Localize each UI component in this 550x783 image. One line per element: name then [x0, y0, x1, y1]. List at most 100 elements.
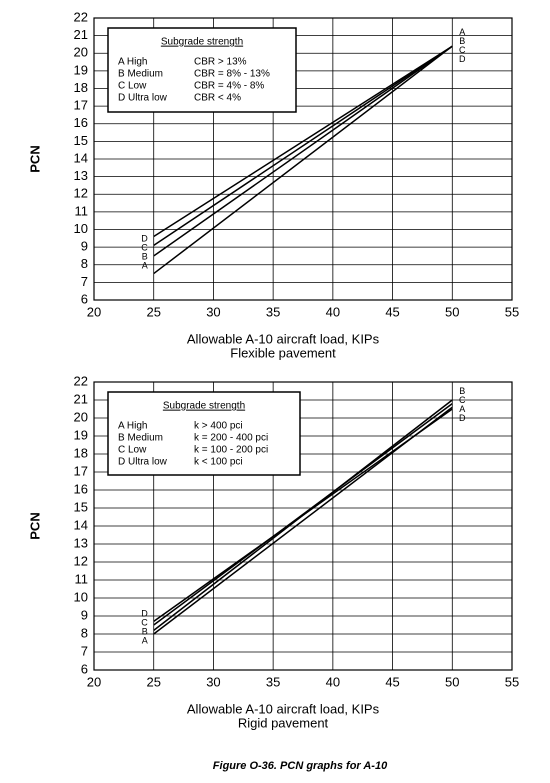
data-line — [153, 45, 453, 275]
legend-entry: B Medium — [118, 69, 163, 80]
line-end-label: D — [141, 609, 148, 619]
y-tick-label: 15 — [74, 133, 88, 148]
line-end-label: C — [141, 618, 148, 628]
legend-criterion: CBR = 8% - 13% — [194, 69, 270, 80]
legend-box — [107, 27, 297, 113]
line-end-label: A — [459, 27, 465, 37]
chart-subtitle: Rigid pavement — [238, 715, 329, 730]
x-tick-label: 20 — [87, 674, 101, 689]
y-tick-label: 18 — [74, 80, 88, 95]
x-tick-label: 25 — [146, 674, 160, 689]
legend-box — [107, 391, 301, 476]
legend-title: Subgrade strength — [163, 401, 245, 412]
data-line — [153, 45, 453, 246]
legend-entry: B Medium — [118, 433, 163, 444]
line-end-label: B — [459, 386, 465, 396]
legend-entry: C Low — [118, 445, 147, 456]
legend-criterion: k = 100 - 200 pci — [194, 445, 268, 456]
y-tick-label: 17 — [74, 98, 88, 113]
line-end-label: D — [459, 54, 466, 64]
y-tick-label: 15 — [74, 499, 88, 514]
line-end-label: B — [459, 36, 465, 46]
y-tick-label: 19 — [74, 62, 88, 77]
legend-entry: C Low — [118, 81, 147, 92]
x-tick-label: 40 — [326, 674, 340, 689]
y-tick-label: 11 — [75, 203, 89, 218]
legend-criterion: k = 200 - 400 pci — [194, 433, 268, 444]
legend-entry: D Ultra low — [118, 93, 168, 104]
y-axis-label: PCN — [27, 145, 42, 172]
y-tick-label: 22 — [74, 373, 88, 388]
line-end-label: C — [459, 395, 466, 405]
x-tick-label: 25 — [146, 304, 160, 319]
y-tick-label: 20 — [74, 409, 88, 424]
data-line — [153, 408, 453, 623]
legend-criterion: CBR > 13% — [194, 57, 247, 68]
x-tick-label: 30 — [206, 674, 220, 689]
y-tick-label: 12 — [74, 186, 88, 201]
y-tick-label: 7 — [81, 274, 88, 289]
x-tick-label: 55 — [505, 304, 519, 319]
chart-subtitle: Flexible pavement — [230, 345, 336, 360]
y-tick-label: 8 — [81, 256, 88, 271]
legend-criterion: k < 100 pci — [194, 457, 243, 468]
data-line — [153, 45, 453, 238]
line-end-label: A — [142, 636, 148, 646]
x-tick-label: 40 — [326, 304, 340, 319]
x-tick-label: 45 — [385, 304, 399, 319]
y-tick-label: 16 — [74, 115, 88, 130]
line-end-label: A — [142, 261, 148, 271]
y-tick-label: 22 — [74, 9, 88, 24]
legend-criterion: CBR < 4% — [194, 93, 241, 104]
y-tick-label: 10 — [74, 221, 88, 236]
y-tick-label: 19 — [74, 427, 88, 442]
y-tick-label: 12 — [74, 553, 88, 568]
y-tick-label: 21 — [74, 391, 88, 406]
plot-frame — [93, 17, 513, 301]
x-tick-label: 55 — [505, 674, 519, 689]
legend-entry: A High — [118, 57, 147, 68]
x-tick-label: 35 — [266, 674, 280, 689]
line-end-label: D — [141, 234, 148, 244]
y-tick-label: 10 — [74, 589, 88, 604]
y-tick-label: 9 — [81, 239, 88, 254]
x-tick-label: 50 — [445, 674, 459, 689]
line-end-label: B — [142, 627, 148, 637]
x-axis-label: Allowable A-10 aircraft load, KIPs — [187, 331, 380, 346]
y-tick-label: 7 — [81, 643, 88, 658]
y-tick-label: 13 — [74, 168, 88, 183]
line-end-label: C — [141, 243, 148, 253]
y-tick-label: 18 — [74, 445, 88, 460]
y-tick-label: 20 — [74, 45, 88, 60]
y-tick-label: 6 — [81, 661, 88, 676]
legend-entry: A High — [118, 421, 147, 432]
x-axis-label: Allowable A-10 aircraft load, KIPs — [187, 701, 380, 716]
x-tick-label: 35 — [266, 304, 280, 319]
y-tick-label: 9 — [81, 607, 88, 622]
x-tick-label: 45 — [385, 674, 399, 689]
legend-criterion: k > 400 pci — [194, 421, 243, 432]
line-end-label: B — [142, 252, 148, 262]
figure-caption: Figure O-36. PCN graphs for A-10 — [213, 760, 388, 772]
legend-title: Subgrade strength — [161, 37, 243, 48]
x-tick-label: 50 — [445, 304, 459, 319]
y-tick-label: 8 — [81, 625, 88, 640]
line-end-label: C — [459, 45, 466, 55]
legend-criterion: CBR = 4% - 8% — [194, 81, 264, 92]
line-end-label: A — [459, 404, 465, 414]
plot-frame — [93, 381, 513, 671]
y-tick-label: 16 — [74, 481, 88, 496]
x-tick-label: 20 — [87, 304, 101, 319]
y-tick-label: 6 — [81, 291, 88, 306]
data-line — [153, 45, 453, 257]
legend-entry: D Ultra low — [118, 457, 168, 468]
y-tick-label: 14 — [74, 150, 88, 165]
y-tick-label: 21 — [74, 27, 88, 42]
x-tick-label: 30 — [206, 304, 220, 319]
y-tick-label: 13 — [74, 535, 88, 550]
y-tick-label: 11 — [75, 571, 89, 586]
y-tick-label: 14 — [74, 517, 88, 532]
line-end-label: D — [459, 413, 466, 423]
